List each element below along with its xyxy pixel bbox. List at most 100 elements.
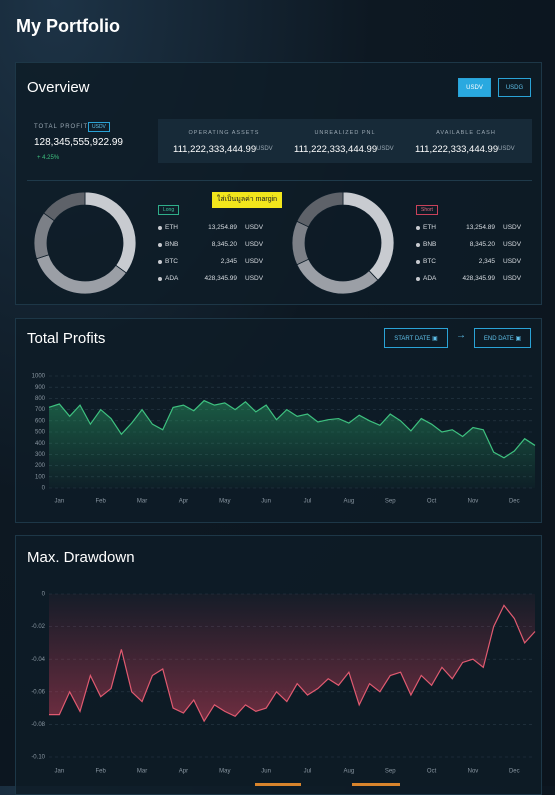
donut-segment	[35, 254, 127, 295]
holding-currency: USDV	[245, 224, 264, 231]
currency-badge: USDV	[88, 122, 110, 132]
total-profit-change: + 4.25%	[37, 155, 60, 161]
x-tick-label: May	[219, 499, 230, 505]
drawdown-title: Max. Drawdown	[27, 549, 135, 566]
holding-dot	[158, 276, 162, 281]
start-date-button[interactable]: START DATE ▣	[384, 328, 448, 348]
currency-button[interactable]: USDV	[458, 78, 491, 97]
holding-currency: USDV	[245, 258, 264, 265]
start-date: START DATE	[394, 336, 431, 342]
x-tick-label: Jan	[54, 499, 64, 505]
donut-segment	[342, 191, 395, 281]
stat-label: OPERATING ASSETS	[188, 130, 260, 136]
x-tick-label: Feb	[96, 499, 107, 505]
x-tick-label: Dec	[509, 499, 520, 505]
y-tick-label: 900	[35, 385, 46, 391]
page-title: My Portfolio	[16, 16, 120, 36]
x-tick-label: May	[219, 769, 230, 775]
stat-value: 111,222,333,444.99	[173, 144, 257, 155]
stat-value: 111,222,333,444.99	[415, 144, 499, 155]
overview-title: Overview	[27, 79, 90, 96]
x-tick-label: Sep	[385, 499, 396, 505]
holding-currency: USDV	[503, 275, 522, 282]
holding-name: BNB	[165, 241, 179, 248]
x-tick-label: Aug	[344, 769, 355, 775]
stat-value: 111,222,333,444.99	[294, 144, 378, 155]
holding-name: ETH	[165, 224, 178, 231]
holding-value: 13,254.89	[208, 224, 237, 231]
stats-box	[158, 119, 532, 163]
y-tick-label: 700	[35, 407, 46, 413]
donut-segment	[291, 220, 310, 266]
y-tick-label: 800	[35, 396, 46, 402]
y-tick-label: 600	[35, 418, 46, 424]
end-date-button[interactable]: END DATE ▣	[474, 328, 531, 348]
x-tick-label: Jul	[304, 769, 312, 775]
holding-value: 8,345.20	[211, 241, 237, 248]
x-tick-label: Jun	[261, 769, 271, 775]
holding-value: 13,254.89	[466, 224, 495, 231]
holding-value: 2,345	[220, 258, 237, 265]
holding-dot	[416, 242, 420, 247]
arrow-icon: →	[456, 330, 466, 341]
x-tick-label: Feb	[96, 769, 107, 775]
stat-label: UNREALIZED PNL	[314, 130, 376, 136]
holding-value: 428,345.99	[462, 275, 495, 282]
x-tick-label: Oct	[427, 769, 437, 775]
holding-name: ETH	[423, 224, 436, 231]
holding-name: ADA	[165, 275, 179, 282]
x-tick-label: Aug	[344, 499, 355, 505]
y-tick-label: -0.10	[31, 755, 45, 761]
y-tick-label: 0	[42, 486, 46, 492]
end-date: END DATE	[483, 336, 514, 342]
y-tick-label: 300	[35, 452, 46, 458]
x-tick-label: Oct	[427, 499, 437, 505]
holding-currency: USDV	[503, 241, 522, 248]
donut-segment	[296, 258, 379, 295]
y-tick-label: -0.08	[31, 722, 45, 728]
holding-currency: USDV	[503, 224, 522, 231]
holding-dot	[158, 259, 162, 264]
donut-segment	[296, 191, 344, 228]
y-tick-label: 0	[42, 592, 46, 598]
overview-panel	[15, 62, 542, 305]
holding-name: BTC	[423, 258, 436, 265]
stat-currency: USDV	[498, 146, 515, 152]
stat-label: AVAILABLE CASH	[436, 130, 496, 136]
y-tick-label: 200	[35, 463, 46, 469]
holding-name: BNB	[423, 241, 437, 248]
y-tick-label: 100	[35, 474, 46, 480]
donut-segment	[43, 191, 86, 222]
y-tick-label: 400	[35, 441, 46, 447]
tab-indicator	[255, 783, 301, 786]
holding-currency: USDV	[245, 241, 264, 248]
y-tick-label: 500	[35, 430, 46, 436]
holding-currency: USDV	[503, 258, 522, 265]
short-badge: Short	[416, 205, 438, 215]
tab-indicator	[352, 783, 400, 786]
y-tick-label: -0.04	[31, 657, 45, 663]
area	[49, 594, 535, 722]
holding-dot	[416, 276, 420, 281]
x-tick-label: Jan	[54, 769, 64, 775]
x-tick-label: Apr	[179, 769, 188, 775]
total-profits-title: Total Profits	[27, 330, 106, 347]
holding-value: 428,345.99	[204, 275, 237, 282]
total-profit-value: 128,345,555,922.99	[34, 137, 123, 148]
currency-button[interactable]: USDG	[498, 78, 531, 97]
holding-dot	[158, 225, 162, 230]
area	[49, 400, 535, 488]
long-badge: Long	[158, 205, 180, 215]
x-tick-label: Apr	[179, 499, 188, 505]
line	[49, 604, 536, 723]
x-tick-label: Jul	[304, 499, 312, 505]
x-tick-label: Dec	[509, 769, 520, 775]
holding-dot	[416, 225, 420, 230]
x-tick-label: Mar	[137, 769, 147, 775]
holding-dot	[416, 259, 420, 264]
note: ใส่เป็นมูลค่า margin	[212, 192, 282, 208]
holding-value: 2,345	[478, 258, 495, 265]
x-tick-label: Jun	[261, 499, 271, 505]
